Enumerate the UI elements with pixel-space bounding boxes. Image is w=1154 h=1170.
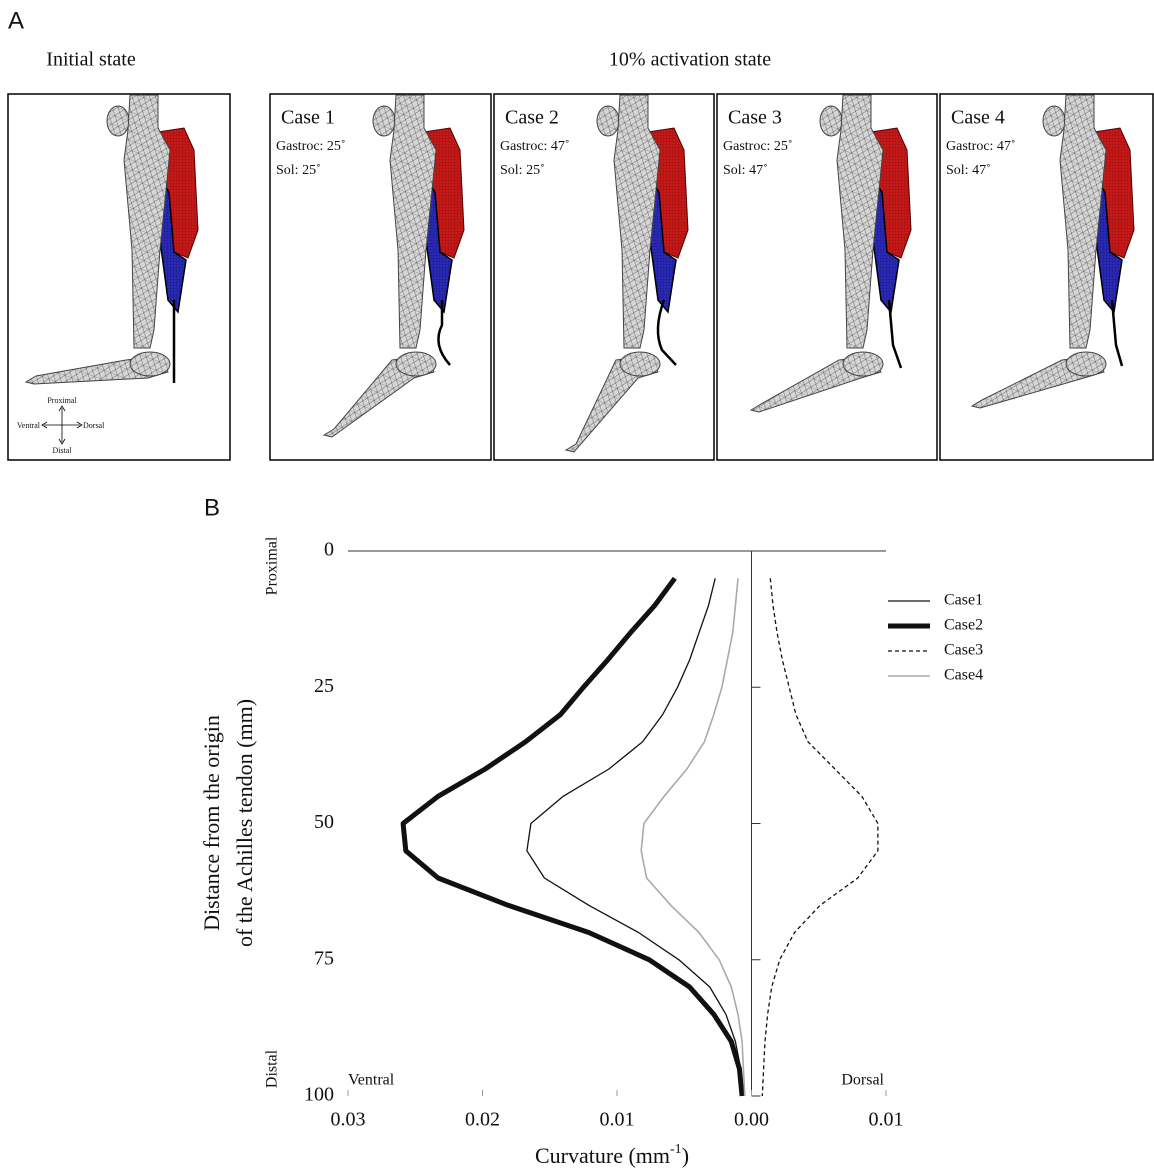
case-angle: Sol: 47˚ bbox=[946, 163, 991, 178]
image-frame bbox=[269, 93, 492, 461]
tibia bbox=[613, 94, 661, 349]
x-tick-label: 0.01 bbox=[869, 1109, 904, 1131]
tendon bbox=[437, 300, 451, 366]
axis-end-label: Proximal bbox=[264, 536, 281, 595]
compass-label: Ventral bbox=[17, 421, 41, 430]
series-line bbox=[761, 578, 879, 1097]
compass-label: Proximal bbox=[47, 396, 77, 405]
image-frame bbox=[7, 93, 231, 461]
case-angle: Sol: 25˚ bbox=[276, 163, 321, 178]
tendon bbox=[656, 299, 677, 366]
leg-model bbox=[564, 94, 689, 453]
soleus bbox=[870, 175, 900, 314]
leg-model bbox=[749, 94, 912, 413]
series-line bbox=[400, 576, 745, 1097]
legend-label: Case2 bbox=[944, 617, 983, 634]
tendon bbox=[887, 299, 903, 369]
patella bbox=[106, 105, 130, 137]
chart: 0 25 50 75 100 0.03 0.02 0.01 0.00 0.01 Case1 Case2… bbox=[199, 536, 983, 1168]
foot bbox=[564, 355, 659, 453]
x-tick-label: 0.03 bbox=[331, 1109, 366, 1131]
x-axis-title-part: ) bbox=[682, 1143, 689, 1168]
panel-label: B bbox=[204, 494, 220, 521]
tibia bbox=[123, 94, 171, 349]
x-axis-title-part: Curvature (mm bbox=[535, 1143, 670, 1168]
tibia bbox=[389, 94, 437, 349]
legend-label: Case1 bbox=[944, 592, 983, 609]
patella bbox=[372, 105, 396, 137]
foot bbox=[322, 355, 435, 438]
x-axis-title: Curvature (mm-1) bbox=[535, 1142, 689, 1168]
case-title: Case 1 bbox=[281, 107, 335, 129]
axis-end-label: Distal bbox=[264, 1049, 281, 1088]
y-axis-title: of the Achilles tendon (mm) bbox=[232, 699, 257, 947]
compass-label: Dorsal bbox=[83, 421, 105, 430]
leg-model bbox=[322, 94, 465, 438]
image-frame bbox=[716, 93, 938, 461]
y-tick-label: 25 bbox=[314, 675, 334, 697]
soleus bbox=[423, 175, 453, 314]
x-tick-label: 0.00 bbox=[734, 1109, 769, 1131]
side-label: Dorsal bbox=[841, 1072, 884, 1089]
case-angle: Gastroc: 25˚ bbox=[723, 139, 793, 154]
heel bbox=[395, 351, 437, 377]
patella bbox=[1042, 105, 1066, 137]
case-angle: Gastroc: 47˚ bbox=[500, 139, 570, 154]
legend-label: Case3 bbox=[944, 642, 983, 659]
compass-label: Distal bbox=[52, 446, 72, 455]
x-axis-title-part: -1 bbox=[670, 1142, 682, 1157]
x-tick-label: 0.01 bbox=[600, 1109, 635, 1131]
y-tick-label: 100 bbox=[304, 1084, 334, 1106]
legend-label: Case4 bbox=[944, 667, 983, 684]
heel bbox=[1065, 351, 1107, 377]
soleus bbox=[1093, 175, 1123, 314]
panel-label: A bbox=[8, 7, 24, 34]
series-line bbox=[640, 578, 746, 1097]
y-tick-label: 75 bbox=[314, 947, 334, 969]
heel bbox=[129, 351, 171, 377]
case-angle: Sol: 47˚ bbox=[723, 163, 768, 178]
y-axis-title: Distance from the origin bbox=[199, 715, 224, 931]
case-angle: Sol: 25˚ bbox=[500, 163, 545, 178]
tibia bbox=[1059, 94, 1107, 349]
panel-title: 10% activation state bbox=[609, 49, 771, 71]
leg-model bbox=[24, 94, 199, 385]
side-label: Ventral bbox=[348, 1072, 395, 1089]
patella bbox=[819, 105, 843, 137]
image-frame bbox=[939, 93, 1154, 461]
y-tick-label: 50 bbox=[314, 811, 334, 833]
series-line bbox=[526, 578, 743, 1097]
leg-model bbox=[970, 94, 1135, 409]
case-angle: Gastroc: 25˚ bbox=[276, 139, 346, 154]
panel-title: Initial state bbox=[46, 49, 136, 71]
soleus bbox=[157, 175, 187, 314]
soleus bbox=[647, 175, 677, 314]
compass-arrows bbox=[41, 405, 83, 445]
tibia bbox=[836, 94, 884, 349]
x-tick-label: 0.02 bbox=[465, 1109, 500, 1131]
heel bbox=[842, 351, 884, 377]
case-angle: Gastroc: 47˚ bbox=[946, 139, 1016, 154]
y-tick-label: 0 bbox=[324, 539, 334, 561]
heel bbox=[619, 351, 661, 377]
case-title: Case 4 bbox=[951, 107, 1005, 129]
tendon bbox=[1110, 299, 1124, 367]
compass: Proximal Distal Ventral Dorsal bbox=[17, 396, 105, 455]
case-title: Case 2 bbox=[505, 107, 559, 129]
case-title: Case 3 bbox=[728, 107, 782, 129]
patella bbox=[596, 105, 620, 137]
image-frame bbox=[493, 93, 715, 461]
panel-a-images: Proximal Distal Ventral Dorsal Case 1 Gastroc… bbox=[7, 93, 1154, 461]
